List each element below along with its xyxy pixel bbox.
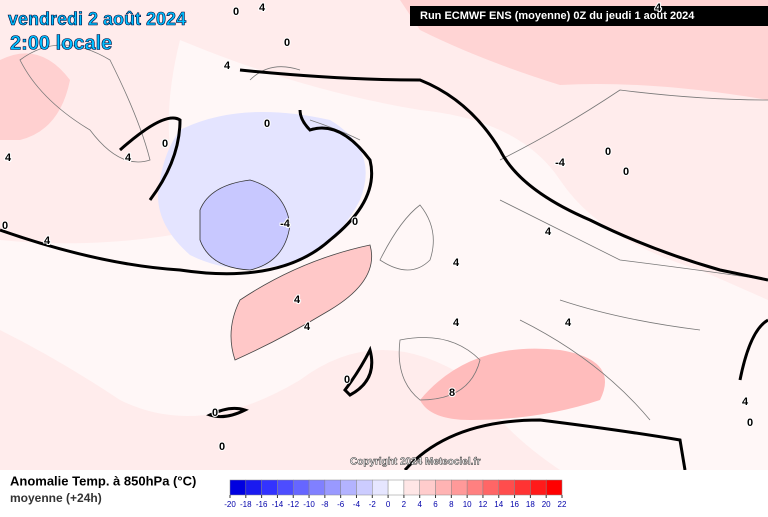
contour-label: 0 bbox=[264, 118, 270, 130]
color-swatch bbox=[308, 479, 326, 496]
scale-tick-label: -8 bbox=[321, 500, 329, 509]
contour-label: 0 bbox=[162, 138, 168, 150]
color-swatch bbox=[324, 479, 341, 496]
legend-title: Anomalie Temp. à 850hPa (°C) bbox=[10, 473, 196, 488]
contour-label: 0 bbox=[605, 146, 611, 158]
contour-label: 4 bbox=[565, 317, 572, 329]
scale-tick-label: 18 bbox=[526, 500, 535, 509]
zero-contours bbox=[0, 68, 768, 472]
color-swatch bbox=[277, 479, 294, 496]
warm-anomaly-area bbox=[0, 53, 70, 141]
color-swatch bbox=[514, 479, 531, 496]
color-swatch bbox=[356, 479, 373, 496]
copyright: Copyright 2024 Meteociel.fr bbox=[350, 457, 481, 468]
scale-tick-label: -14 bbox=[272, 500, 284, 509]
contour-label: -4 bbox=[280, 218, 291, 230]
contour-label: 4 bbox=[453, 257, 460, 269]
color-swatch bbox=[340, 479, 357, 496]
scale-tick-label: -4 bbox=[353, 500, 361, 509]
color-swatch bbox=[419, 479, 436, 496]
contour-label: 4 bbox=[125, 152, 132, 164]
scale-tick-label: -10 bbox=[303, 500, 315, 509]
contour-label: 4 bbox=[453, 317, 460, 329]
color-swatch bbox=[498, 479, 515, 496]
contour-label: 0 bbox=[344, 374, 350, 386]
contour-label: 0 bbox=[2, 220, 8, 232]
color-swatch bbox=[466, 479, 484, 496]
contour-label: 4 bbox=[655, 2, 662, 14]
scale-tick-label: -16 bbox=[256, 500, 268, 509]
contour-label: 4 bbox=[742, 396, 749, 408]
scale-tick-label: 14 bbox=[494, 500, 503, 509]
scale-tick-label: 4 bbox=[417, 500, 422, 509]
scale-tick-label: -18 bbox=[240, 500, 252, 509]
color-swatch bbox=[261, 479, 278, 496]
scale-tick-label: 10 bbox=[463, 500, 472, 509]
scale-tick-label: 2 bbox=[402, 500, 407, 509]
color-swatch bbox=[292, 479, 310, 496]
contour-label: 0 bbox=[233, 6, 239, 18]
contour-label: 4 bbox=[545, 226, 552, 238]
contour-label: 4 bbox=[5, 152, 12, 164]
scale-tick-label: 22 bbox=[558, 500, 567, 509]
color-swatch bbox=[482, 479, 500, 496]
run-banner bbox=[410, 6, 768, 26]
contour-label: 0 bbox=[284, 37, 290, 49]
scale-tick-label: 20 bbox=[542, 500, 551, 509]
map-date: vendredi 2 août 2024 bbox=[8, 9, 186, 29]
cold-core-area bbox=[199, 179, 291, 271]
contour-label: 0 bbox=[219, 441, 225, 453]
color-swatch bbox=[245, 479, 262, 496]
scale-tick-label: -6 bbox=[337, 500, 345, 509]
contour-label: 4 bbox=[304, 321, 311, 333]
contour-label: 0 bbox=[212, 407, 218, 419]
scale-tick-label: 6 bbox=[433, 500, 438, 509]
warm-anomaly-area bbox=[420, 348, 605, 420]
scale-tick-label: 12 bbox=[478, 500, 487, 509]
run-info: Run ECMWF ENS (moyenne) 0Z du jeudi 1 ao… bbox=[420, 10, 695, 22]
map-time: 2:00 locale bbox=[10, 32, 112, 54]
color-swatch bbox=[530, 479, 547, 496]
scale-tick-label: -12 bbox=[287, 500, 299, 509]
color-swatch bbox=[229, 479, 247, 496]
contour-label: 4 bbox=[224, 60, 231, 72]
scale-tick-label: -2 bbox=[369, 500, 377, 509]
scale-tick-label: 8 bbox=[449, 500, 454, 509]
contour-label: 4 bbox=[44, 235, 51, 247]
color-swatch bbox=[545, 479, 563, 496]
contour-label: -4 bbox=[555, 157, 566, 169]
contour-label: 8 bbox=[449, 387, 455, 399]
contour-label: 4 bbox=[294, 294, 301, 306]
scale-tick-label: 16 bbox=[510, 500, 519, 509]
color-swatch bbox=[435, 479, 452, 496]
scale-tick-label: -20 bbox=[224, 500, 236, 509]
warm-anomaly-area bbox=[230, 244, 372, 361]
scale-tick-label: 0 bbox=[386, 500, 391, 509]
contour-label: 0 bbox=[352, 216, 358, 228]
color-scale: -20 -18 -16 -14 -12 -10 -8 -6 -4 -2 0 2 4 6 8 10 12 14 16 1… bbox=[224, 479, 567, 509]
color-swatch bbox=[403, 479, 420, 496]
contour-label: 0 bbox=[623, 166, 629, 178]
color-swatch bbox=[387, 479, 405, 496]
color-swatch bbox=[451, 479, 468, 496]
contour-label: 0 bbox=[747, 417, 753, 429]
color-swatch bbox=[372, 479, 389, 496]
legend-subtitle: moyenne (+24h) bbox=[10, 491, 102, 505]
contour-label: 4 bbox=[259, 2, 266, 14]
